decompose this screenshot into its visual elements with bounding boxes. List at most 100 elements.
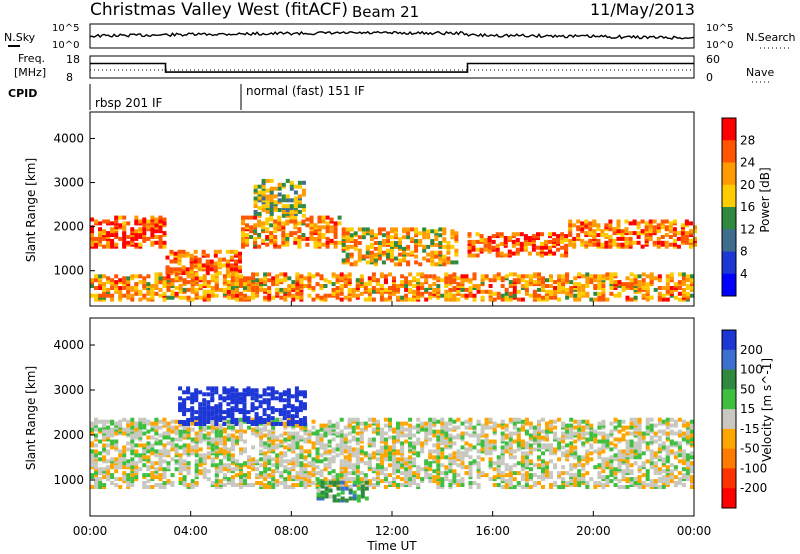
echo-cell	[428, 284, 433, 288]
echo-cell	[238, 259, 242, 264]
echo-cell	[422, 256, 427, 261]
echo-cell	[613, 453, 618, 458]
echo-cell	[339, 429, 344, 434]
echo-cell	[351, 467, 356, 472]
echo-cell	[146, 449, 151, 454]
echo-cell	[475, 247, 480, 252]
echo-cell	[565, 471, 570, 476]
echo-cell	[166, 449, 171, 454]
echo-cell	[386, 248, 390, 253]
echo-cell	[664, 233, 669, 237]
echo-cell	[681, 276, 686, 281]
echo-cell	[130, 293, 135, 298]
echo-cell	[158, 433, 163, 438]
echo-cell	[537, 475, 541, 480]
echo-cell	[327, 465, 332, 470]
echo-cell	[491, 234, 496, 239]
echo-cell	[657, 443, 662, 448]
echo-cell	[624, 244, 629, 249]
echo-cell	[657, 421, 662, 426]
echo-cell	[400, 274, 405, 279]
echo-cell	[379, 291, 384, 296]
echo-cell	[456, 483, 461, 487]
echo-cell	[499, 251, 504, 256]
echo-cell	[235, 435, 239, 440]
echo-cell	[269, 178, 274, 183]
echo-cell	[621, 286, 626, 290]
echo-cell	[605, 297, 610, 302]
echo-cell	[190, 412, 195, 417]
echo-cell	[359, 471, 364, 476]
echo-cell	[367, 423, 372, 428]
echo-cell	[432, 274, 437, 279]
echo-cell	[569, 417, 574, 422]
date-label: 11/May/2013	[590, 0, 695, 19]
echo-cell	[313, 223, 318, 228]
echo-cell	[573, 473, 578, 478]
echo-cell	[341, 231, 346, 236]
echo-cell	[214, 386, 219, 391]
echo-cell	[221, 257, 226, 262]
echo-cell	[520, 473, 525, 478]
echo-cell	[194, 410, 199, 415]
echo-cell	[298, 418, 303, 422]
echo-cell	[367, 276, 372, 281]
echo-cell	[637, 417, 642, 422]
echo-cell	[285, 194, 290, 199]
echo-cell	[657, 429, 662, 434]
echo-cell	[392, 463, 396, 468]
echo-cell	[464, 471, 469, 476]
echo-cell	[557, 417, 562, 422]
echo-cell	[641, 461, 646, 466]
echo-cell	[287, 435, 292, 440]
echo-cell	[102, 429, 107, 434]
echo-cell	[297, 184, 302, 189]
echo-cell	[480, 289, 485, 294]
noise-left-label: N.Sky	[4, 31, 36, 44]
echo-cell	[118, 215, 123, 220]
echo-cell	[339, 433, 344, 438]
time-axis: 00:00 04:00 08:00 12:00 16:00 20:00 00:00	[73, 301, 711, 538]
echo-cell	[106, 231, 111, 236]
echo-cell	[669, 429, 674, 434]
echo-cell	[94, 286, 98, 290]
echo-cell	[388, 272, 392, 277]
echo-cell	[484, 433, 489, 438]
echo-cell	[154, 441, 159, 446]
colorbar-tick-label: 100	[740, 363, 763, 377]
echo-cell	[396, 287, 400, 292]
echo-cell	[162, 481, 167, 485]
echo-cell	[690, 451, 694, 456]
echo-cell	[520, 459, 525, 464]
echo-cell	[528, 473, 533, 478]
echo-cell	[174, 425, 179, 430]
echo-cell	[577, 287, 582, 292]
echo-cell	[106, 449, 111, 454]
echo-cell	[198, 425, 203, 430]
echo-cell	[142, 236, 147, 241]
echo-cell	[122, 461, 127, 466]
echo-cell	[573, 451, 578, 456]
echo-cell	[295, 295, 300, 300]
echo-cell	[241, 221, 245, 226]
echo-cell	[258, 400, 263, 405]
echo-cell	[327, 439, 332, 444]
echo-cell	[398, 252, 402, 257]
echo-cell	[190, 274, 195, 279]
echo-cell	[532, 481, 537, 485]
echo-cell	[664, 240, 669, 245]
echo-cell	[269, 223, 274, 228]
echo-cell	[669, 439, 674, 444]
echo-cell	[593, 481, 598, 485]
echo-cell	[355, 431, 360, 436]
echo-cell	[480, 295, 485, 300]
echo-cell	[500, 419, 505, 424]
echo-cell	[130, 417, 135, 422]
echo-cell	[213, 261, 218, 266]
echo-cell	[271, 419, 276, 424]
echo-cell	[677, 291, 682, 296]
echo-cell	[596, 238, 601, 243]
echo-cell	[214, 390, 219, 395]
echo-cell	[130, 227, 135, 232]
echo-cell	[545, 443, 549, 448]
